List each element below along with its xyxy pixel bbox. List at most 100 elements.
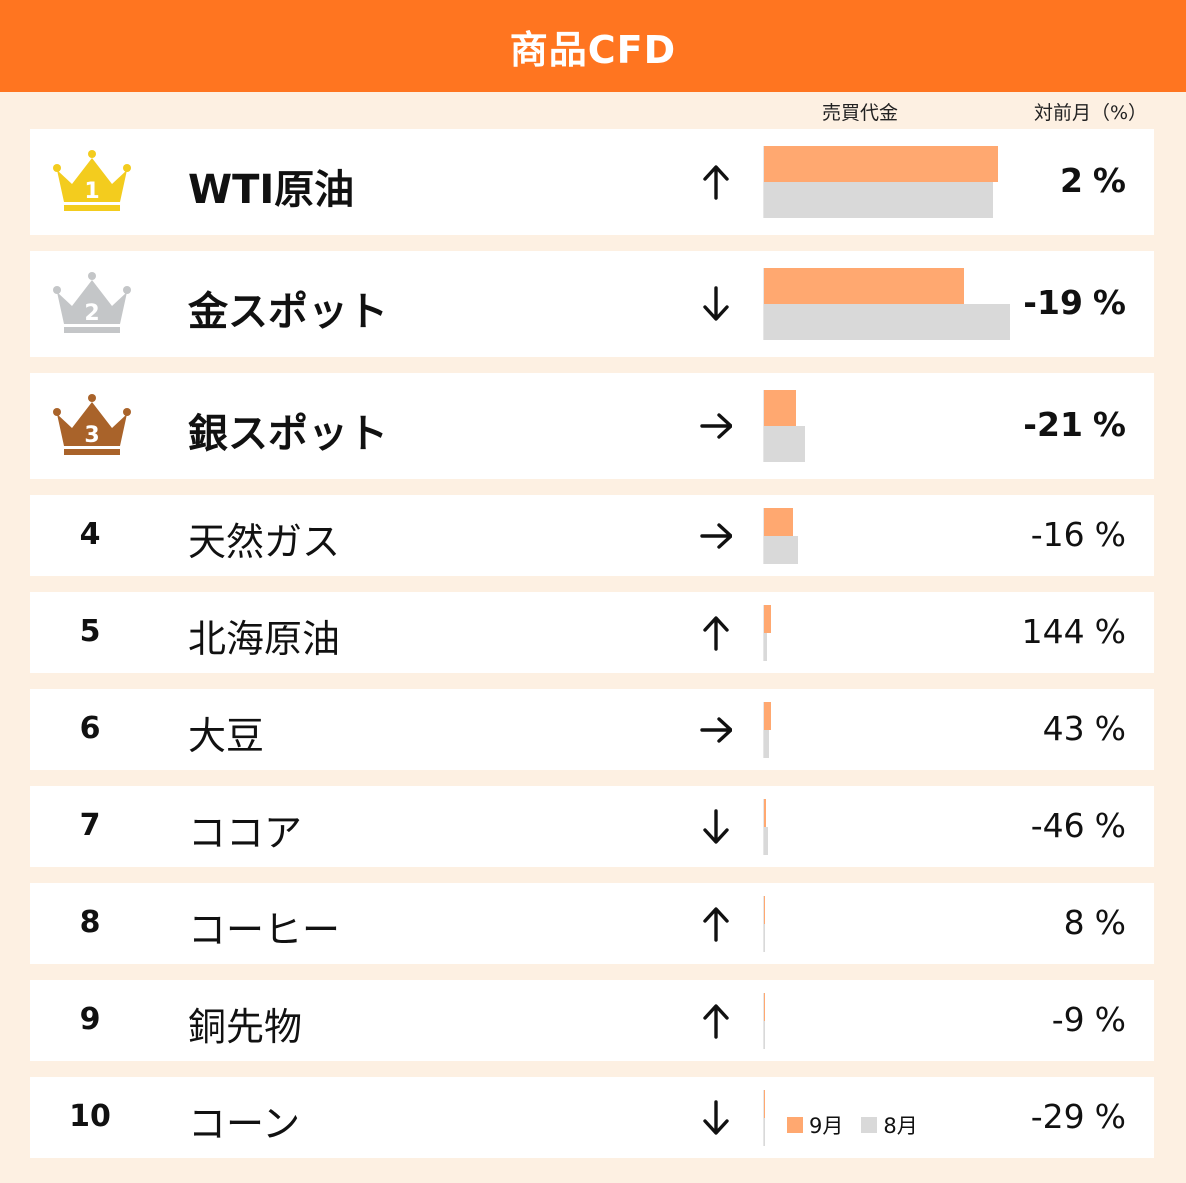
ranking-row: 7 ココア -46% <box>30 786 1154 867</box>
bar-aug <box>764 632 767 661</box>
legend-swatch-sep <box>787 1117 803 1133</box>
trend-right-arrow-icon <box>700 716 732 743</box>
change-unit: % <box>1092 161 1126 200</box>
commodity-name: WTI原油 <box>188 167 355 213</box>
ranking-row: 9 銅先物 -9% <box>30 980 1154 1061</box>
bar-sep <box>764 268 965 304</box>
change-value: -46 <box>1030 805 1085 845</box>
page-title: 商品CFD <box>509 27 677 72</box>
commodity-name: 北海原油 <box>188 616 341 661</box>
ranking-row: 5 北海原油 144% <box>30 592 1154 673</box>
change-percent: -29% <box>1031 1097 1126 1136</box>
commodity-name: ココア <box>188 810 303 855</box>
commodity-name: コーン <box>188 1101 301 1146</box>
trend-up-arrow-icon <box>703 165 729 200</box>
crown-icon: 1 <box>53 150 131 211</box>
change-unit: % <box>1094 611 1126 651</box>
column-header-change: 対前月（%） <box>1034 102 1148 124</box>
bar-aug <box>764 923 766 952</box>
rank-number: 9 <box>79 1001 101 1037</box>
change-value: 8 <box>1063 902 1085 942</box>
bar-sep <box>764 146 998 182</box>
change-unit: % <box>1094 1096 1126 1136</box>
bar-aug <box>764 1020 766 1049</box>
crown-icon: 3 <box>53 394 131 455</box>
bar-aug <box>764 729 769 758</box>
change-percent: -16% <box>1031 515 1126 554</box>
column-header-volume: 売買代金 <box>822 102 899 124</box>
trend-down-arrow-icon <box>703 286 729 321</box>
commodity-name: 天然ガス <box>188 519 341 564</box>
change-percent: -46% <box>1031 806 1126 845</box>
change-unit: % <box>1094 999 1126 1039</box>
ranking-row: 4 天然ガス -16% <box>30 495 1154 576</box>
ranking-row: 2 金スポット -19% <box>30 251 1154 357</box>
ranking-row: 6 大豆 43% <box>30 689 1154 770</box>
change-value: 2 <box>1059 161 1083 200</box>
commodity-name: 銅先物 <box>188 1004 303 1049</box>
bar-sep <box>764 507 794 536</box>
change-percent: -21% <box>1023 405 1126 444</box>
commodity-name: 銀スポット <box>188 411 388 457</box>
change-percent: 8% <box>1064 903 1126 942</box>
title-banner: 商品CFD <box>0 0 1186 92</box>
bar-aug <box>764 304 1010 340</box>
change-value: 144 <box>1021 611 1085 651</box>
rank-number: 8 <box>79 904 101 940</box>
change-unit: % <box>1094 708 1126 748</box>
ranking-row: 1 WTI原油 2% <box>30 129 1154 235</box>
crown-icon: 2 <box>53 272 131 333</box>
trend-down-arrow-icon <box>703 808 729 844</box>
rank-number: 2 <box>84 301 99 326</box>
change-value: -21 <box>1023 405 1083 444</box>
change-unit: % <box>1094 805 1126 845</box>
bar-sep <box>764 604 772 633</box>
rank-number: 6 <box>79 710 101 746</box>
trend-right-arrow-icon <box>700 522 732 549</box>
rank-number: 1 <box>84 179 99 204</box>
bar-sep <box>764 798 767 827</box>
change-unit: % <box>1094 902 1126 942</box>
bar-sep <box>764 701 771 730</box>
bar-sep <box>764 1089 765 1118</box>
ranking-row: 3 銀スポット -21% <box>30 373 1154 479</box>
rank-number: 4 <box>79 516 101 552</box>
rank-number: 3 <box>84 423 99 448</box>
bar-sep <box>764 895 766 924</box>
legend-swatch-aug <box>861 1117 878 1133</box>
change-percent: 144% <box>1022 612 1126 651</box>
change-value: -19 <box>1023 283 1083 322</box>
change-unit: % <box>1094 514 1126 554</box>
change-percent: -19% <box>1023 283 1126 322</box>
trend-right-arrow-icon <box>700 413 732 439</box>
rank-number: 7 <box>79 807 101 843</box>
trend-up-arrow-icon <box>703 1003 729 1039</box>
bar-aug <box>764 182 994 218</box>
change-unit: % <box>1092 405 1126 444</box>
commodity-name: 金スポット <box>188 289 388 335</box>
change-value: -29 <box>1030 1096 1085 1136</box>
bar-sep <box>764 992 766 1021</box>
change-percent: 43% <box>1043 709 1126 748</box>
trend-up-arrow-icon <box>703 615 729 651</box>
trend-down-arrow-icon <box>703 1099 729 1135</box>
change-percent: -9% <box>1052 1000 1126 1039</box>
change-percent: 2% <box>1060 161 1126 200</box>
legend-label-sep: 9月 <box>809 1114 844 1138</box>
change-value: -16 <box>1030 514 1085 554</box>
bar-aug <box>764 535 799 564</box>
change-value: 43 <box>1042 708 1085 748</box>
bar-aug <box>764 826 768 855</box>
legend-item-sep: 9月 <box>787 1110 843 1140</box>
ranking-row: 10 コーン -29% <box>30 1077 1154 1158</box>
commodity-name: コーヒー <box>188 907 341 952</box>
rank-number: 10 <box>69 1098 111 1134</box>
chart-legend: 9月 8月 <box>787 1110 930 1140</box>
legend-label-aug: 8月 <box>883 1114 918 1138</box>
legend-item-aug: 8月 <box>861 1110 918 1140</box>
change-value: -9 <box>1051 999 1085 1039</box>
rank-number: 5 <box>79 613 101 649</box>
ranking-row: 8 コーヒー 8% <box>30 883 1154 964</box>
bar-aug <box>764 1117 765 1146</box>
bar-aug <box>764 426 805 462</box>
